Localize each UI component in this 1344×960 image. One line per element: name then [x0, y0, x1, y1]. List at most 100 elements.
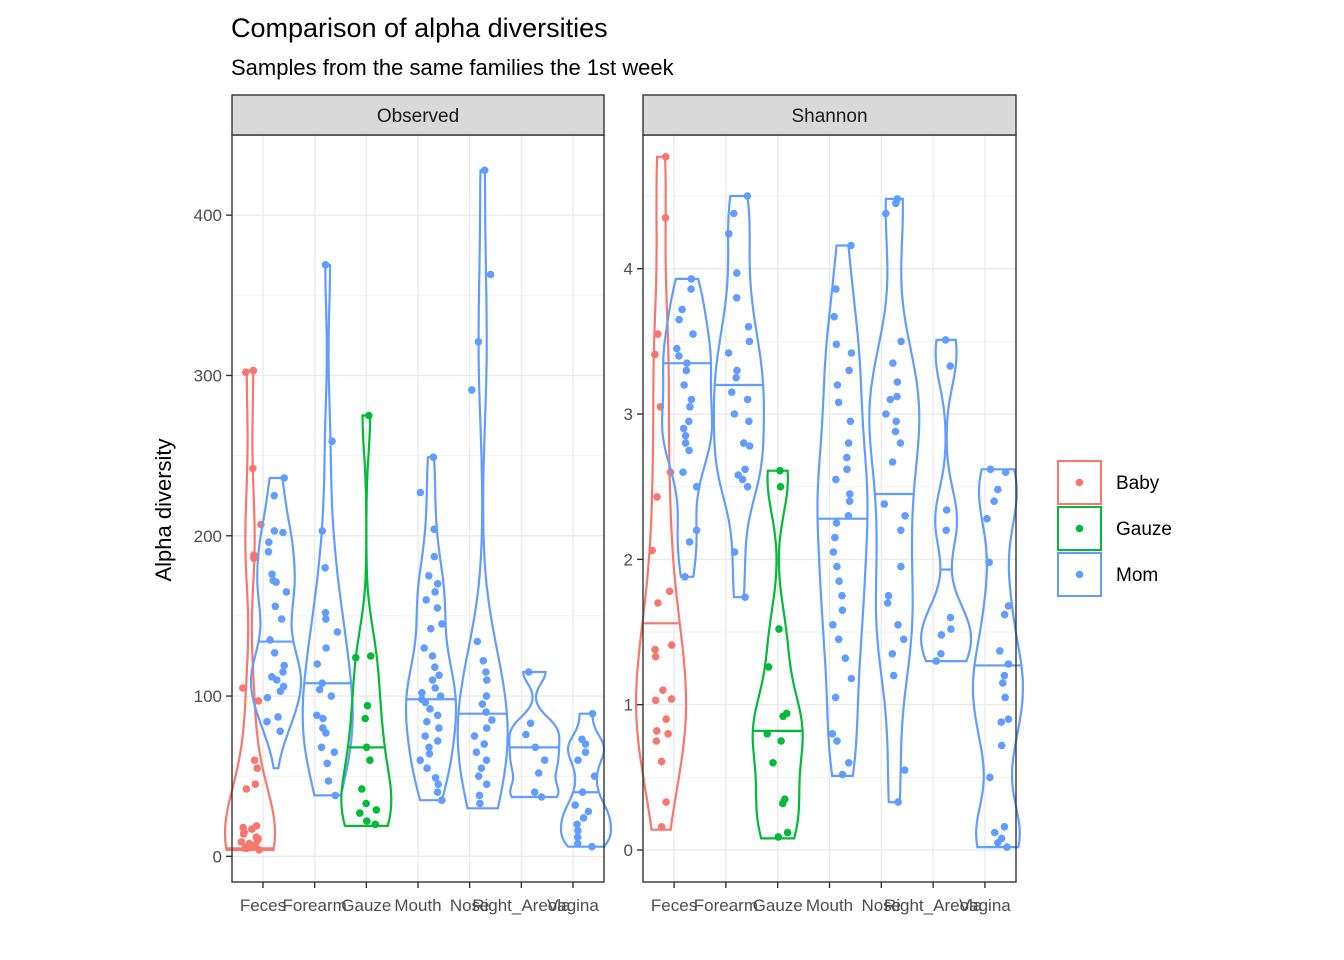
x-tick-label-right-areola: Right_Areola — [884, 896, 983, 915]
data-point — [482, 668, 490, 676]
data-point — [730, 548, 739, 556]
data-point — [838, 606, 847, 614]
data-point — [264, 548, 273, 556]
data-point — [480, 740, 489, 748]
chart-subtitle: Samples from the same families the 1st w… — [231, 55, 675, 80]
legend-key-point — [1075, 570, 1084, 579]
data-point — [534, 769, 543, 777]
data-point — [994, 485, 1002, 494]
data-point — [358, 785, 366, 793]
data-point — [832, 285, 840, 293]
data-point — [322, 615, 330, 623]
data-point — [470, 732, 479, 740]
y-tick-label: 400 — [194, 206, 222, 225]
data-point — [476, 799, 484, 808]
data-point — [317, 743, 326, 752]
data-point — [249, 464, 257, 473]
data-point — [888, 650, 897, 658]
legend-label: Mom — [1116, 565, 1158, 586]
x-tick-label-gauze: Gauze — [341, 896, 391, 915]
data-point — [763, 730, 771, 738]
x-tick-label-mouth: Mouth — [394, 896, 441, 915]
violin-nose-mom — [868, 195, 921, 806]
legend: Baby Gauze Mom — [1057, 460, 1172, 597]
data-point — [266, 636, 274, 644]
data-point — [362, 743, 371, 752]
data-point — [421, 732, 430, 740]
y-tick-label: 0 — [624, 841, 633, 860]
data-point — [356, 809, 364, 817]
data-point — [276, 727, 285, 736]
violin-nose-mom — [456, 166, 509, 810]
data-point — [435, 671, 443, 679]
data-point — [685, 417, 693, 426]
data-point — [847, 349, 856, 357]
data-point — [941, 336, 950, 344]
data-point — [769, 759, 777, 767]
data-point — [330, 748, 339, 756]
data-point — [983, 514, 991, 523]
x-tick-label-feces: Feces — [651, 896, 697, 915]
data-point — [263, 717, 271, 726]
data-point — [899, 635, 908, 644]
data-point — [365, 411, 373, 420]
data-point — [426, 705, 434, 713]
legend-key-point — [1075, 478, 1084, 487]
data-point — [475, 791, 484, 800]
data-point — [675, 315, 683, 324]
data-point — [522, 730, 530, 739]
data-point — [667, 695, 676, 703]
data-point — [273, 676, 281, 684]
data-point — [681, 432, 690, 440]
data-point — [686, 403, 694, 411]
violin-outline — [971, 468, 1024, 849]
data-point — [322, 729, 330, 737]
data-point — [434, 780, 443, 788]
data-point — [831, 693, 840, 702]
data-point — [724, 349, 733, 357]
data-point — [654, 599, 662, 607]
data-point — [333, 628, 342, 636]
data-point — [901, 512, 909, 520]
legend-entry-baby: Baby — [1057, 460, 1160, 505]
data-point — [687, 395, 696, 404]
data-point — [652, 737, 661, 745]
data-point — [833, 737, 841, 745]
data-point — [430, 552, 439, 561]
y-tick-label: 200 — [194, 527, 222, 546]
data-point — [322, 644, 330, 652]
data-point — [692, 482, 701, 491]
data-point — [363, 701, 372, 710]
data-point — [657, 757, 666, 766]
data-point — [526, 719, 535, 728]
data-point — [486, 270, 495, 279]
data-point — [846, 417, 855, 426]
data-point — [323, 759, 332, 768]
data-point — [897, 337, 905, 346]
data-point — [667, 641, 676, 649]
data-point — [265, 538, 273, 546]
data-point — [653, 493, 661, 501]
data-point — [764, 663, 773, 671]
data-point — [741, 465, 749, 474]
data-point — [833, 562, 841, 571]
data-point — [425, 750, 434, 758]
data-point — [431, 588, 439, 596]
data-point — [280, 474, 289, 482]
data-point — [897, 562, 905, 571]
data-point — [673, 344, 681, 353]
data-point — [745, 417, 753, 426]
data-point — [573, 833, 582, 841]
y-tick-label: 4 — [624, 260, 633, 279]
data-point — [687, 275, 696, 283]
data-point — [433, 788, 442, 796]
x-tick-label-nose: Nose — [861, 896, 901, 915]
data-point — [743, 395, 752, 404]
data-point — [947, 625, 955, 633]
data-point — [661, 214, 670, 222]
violin-outline — [404, 456, 458, 802]
data-point — [324, 777, 333, 785]
data-point — [250, 554, 258, 562]
data-point — [889, 359, 897, 368]
